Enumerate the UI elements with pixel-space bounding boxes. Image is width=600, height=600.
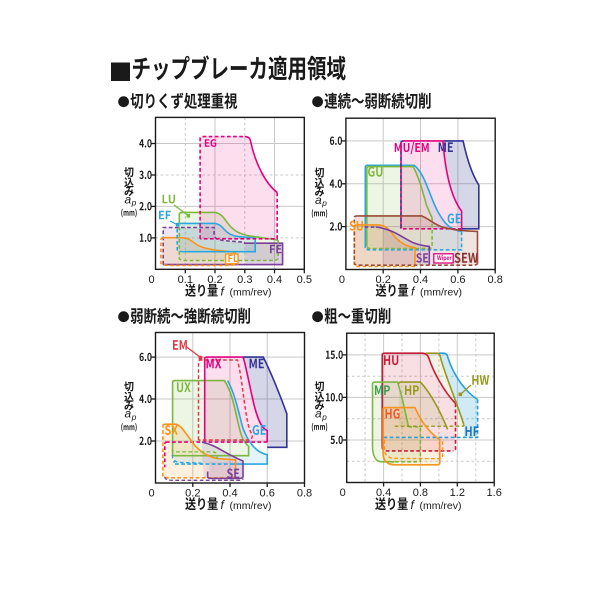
svg-text:0: 0 [148,488,154,500]
svg-text:0.4: 0.4 [376,487,391,499]
svg-text:0: 0 [340,487,346,499]
svg-text:p: p [131,198,137,208]
svg-text:0.2: 0.2 [185,488,200,500]
svg-text:(mm/rev): (mm/rev) [420,500,462,512]
svg-text:0.2: 0.2 [207,274,222,286]
svg-text:a: a [315,193,322,207]
svg-text:p: p [321,198,327,208]
svg-text:0.4: 0.4 [222,488,237,500]
svg-text:f: f [411,285,416,299]
svg-text:0.4: 0.4 [267,274,282,286]
svg-text:1.2: 1.2 [450,487,465,499]
svg-text:(mm/rev): (mm/rev) [230,287,272,299]
svg-text:p: p [131,412,137,422]
svg-text:a: a [124,407,131,421]
svg-text:f: f [411,498,416,512]
svg-text:0: 0 [148,274,154,286]
svg-text:0.6: 0.6 [260,488,275,500]
svg-text:(mm/rev): (mm/rev) [420,287,462,299]
svg-text:0.2: 0.2 [376,274,391,286]
svg-text:0.8: 0.8 [488,274,503,286]
svg-text:0.6: 0.6 [450,274,465,286]
svg-text:0.5: 0.5 [297,274,312,286]
svg-text:1.6: 1.6 [487,487,502,499]
svg-text:0.3: 0.3 [237,274,252,286]
svg-text:f: f [221,285,226,299]
svg-text:0.8: 0.8 [413,487,428,499]
svg-text:0.8: 0.8 [297,488,312,500]
svg-text:a: a [315,407,322,421]
svg-text:p: p [321,412,327,422]
svg-text:(mm/rev): (mm/rev) [230,500,272,512]
svg-text:0: 0 [339,274,345,286]
svg-text:f: f [221,498,226,512]
svg-text:a: a [124,192,131,206]
svg-text:0.1: 0.1 [178,274,193,286]
svg-text:0.4: 0.4 [413,274,428,286]
